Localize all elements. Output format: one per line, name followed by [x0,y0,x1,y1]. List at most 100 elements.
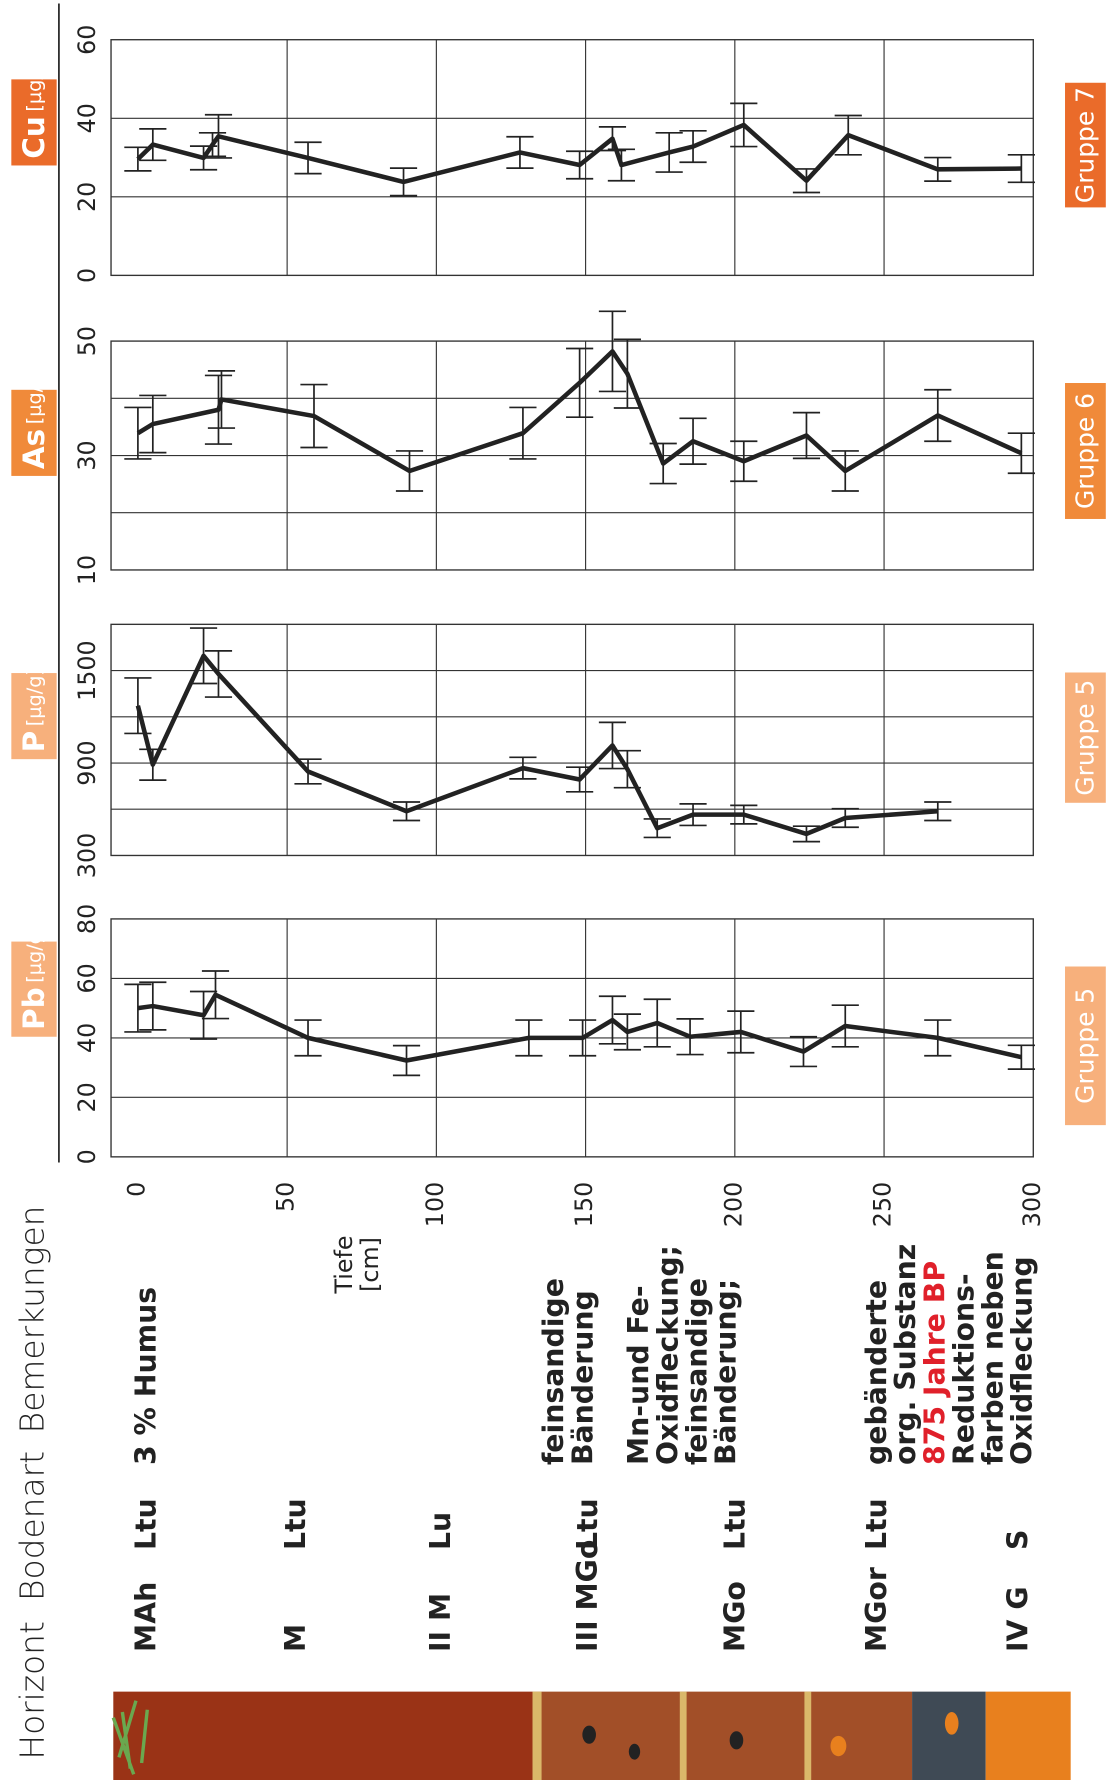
group-box [1065,966,1106,1126]
note: 3 % Humus [129,1287,162,1465]
note: farben neben [977,1251,1010,1465]
data-line [136,122,1022,185]
group-label: Gruppe 5 [1071,680,1100,796]
note: 875 Jahre BP [918,1261,951,1465]
soil-layer [985,1691,1071,1780]
title-box [11,389,57,476]
title-box [11,673,57,760]
horizon: II M [424,1593,457,1652]
soil-type: Ltu [860,1498,893,1550]
soil-band [804,1691,812,1780]
chart-title: Pb [µg/g] [17,925,51,1030]
value-tick-label: 900 [73,740,101,785]
note: feinsandige [537,1278,570,1465]
rotated-figure: Horizont Bodenart Bemerkungen Tiefe [cm]… [11,3,1106,1780]
title-element: Pb [17,987,51,1030]
note: Mn-und Fe- [622,1285,655,1465]
soil-profile [111,1691,1071,1780]
depth-tick-label: 250 [869,1182,897,1227]
title-box [11,941,57,1037]
depth-label: Tiefe [330,1235,358,1294]
chart-title: P [µg/g] [17,668,51,752]
chart-title: As [µg/g] [17,366,51,469]
title-box [11,79,57,166]
value-tick-label: 40 [73,103,101,133]
soil-layer [532,1691,913,1780]
group-label: Gruppe 6 [1071,393,1100,509]
note: org. Substanz [889,1244,922,1465]
horizon: IV G [1002,1586,1035,1652]
header: Bemerkungen [13,1206,51,1434]
value-tick-label: 20 [73,182,101,212]
note: Oxidfleckung [1006,1256,1039,1465]
grass [111,1700,149,1775]
soil-mottle [830,1735,847,1757]
title-element: As [17,429,51,469]
note: Bänderung; [709,1279,742,1465]
value-tick-label: 60 [73,963,101,993]
plot-frame [110,39,1034,277]
note: feinsandige [680,1278,713,1465]
soil-type: Lu [424,1512,457,1550]
value-tick-label: 30 [73,440,101,470]
soil-type: S [1002,1530,1035,1550]
soil-type: Ltu [718,1498,751,1550]
depth-tick-label: 300 [1018,1182,1046,1227]
group-box [1065,82,1106,208]
value-tick-label: 80 [73,904,101,934]
value-tick-label: 10 [73,555,101,585]
group-box [1065,672,1106,803]
horizon: MGor [860,1567,893,1652]
value-tick-label: 1500 [73,640,101,701]
title-element: Cu [17,116,51,159]
note: Reduktions- [947,1273,980,1465]
soil-type: Ltu [279,1498,312,1550]
soil-layer [113,1691,533,1780]
depth-unit: [cm] [356,1237,384,1292]
soil-nodule [582,1725,596,1744]
depth-tick-label: 150 [570,1182,598,1227]
error-bar [1007,1044,1035,1070]
title-element: P [17,731,51,753]
title-unit: [µg/g] [23,53,46,111]
value-tick-label: 60 [73,25,101,55]
data-line [135,653,938,837]
soil-nodule [628,1743,641,1760]
group-label: Gruppe 5 [1071,988,1100,1104]
soil-type: Ltu [129,1498,162,1550]
title-unit: [µg/g] [23,668,46,726]
group-label: Gruppe 7 [1071,87,1100,203]
horizon: M [279,1624,312,1652]
soil-band [532,1691,542,1780]
soil-mottle [944,1712,959,1735]
title-unit: [µg/g] [23,925,46,983]
data-line [136,349,1023,474]
value-tick-label: 300 [73,833,101,878]
horizon: III MGo [571,1540,604,1652]
depth-tick-label: 50 [272,1182,300,1212]
soil-band [679,1691,687,1780]
value-tick-label: 40 [73,1023,101,1053]
note: gebänderte [860,1280,893,1465]
value-tick-label: 0 [73,1149,101,1164]
depth-tick-label: 100 [421,1182,449,1227]
note: Oxidfleckung; [651,1245,684,1465]
group-box [1065,383,1106,519]
value-tick-label: 50 [73,326,101,356]
error-bar [1007,153,1035,184]
header: Bodenart [13,1451,51,1601]
chart-title: Cu [µg/g] [17,53,51,158]
soil-nodule [729,1731,744,1750]
horizon: MAh [129,1582,162,1652]
note: Bänderung [566,1290,599,1465]
value-tick-label: 0 [73,268,101,283]
horizon: MGo [718,1581,751,1652]
header: Horizont [13,1621,51,1759]
title-unit: [µg/g] [23,366,46,424]
value-tick-label: 20 [73,1082,101,1112]
soil-type: Ltu [571,1498,604,1550]
depth-tick-label: 200 [719,1182,747,1227]
